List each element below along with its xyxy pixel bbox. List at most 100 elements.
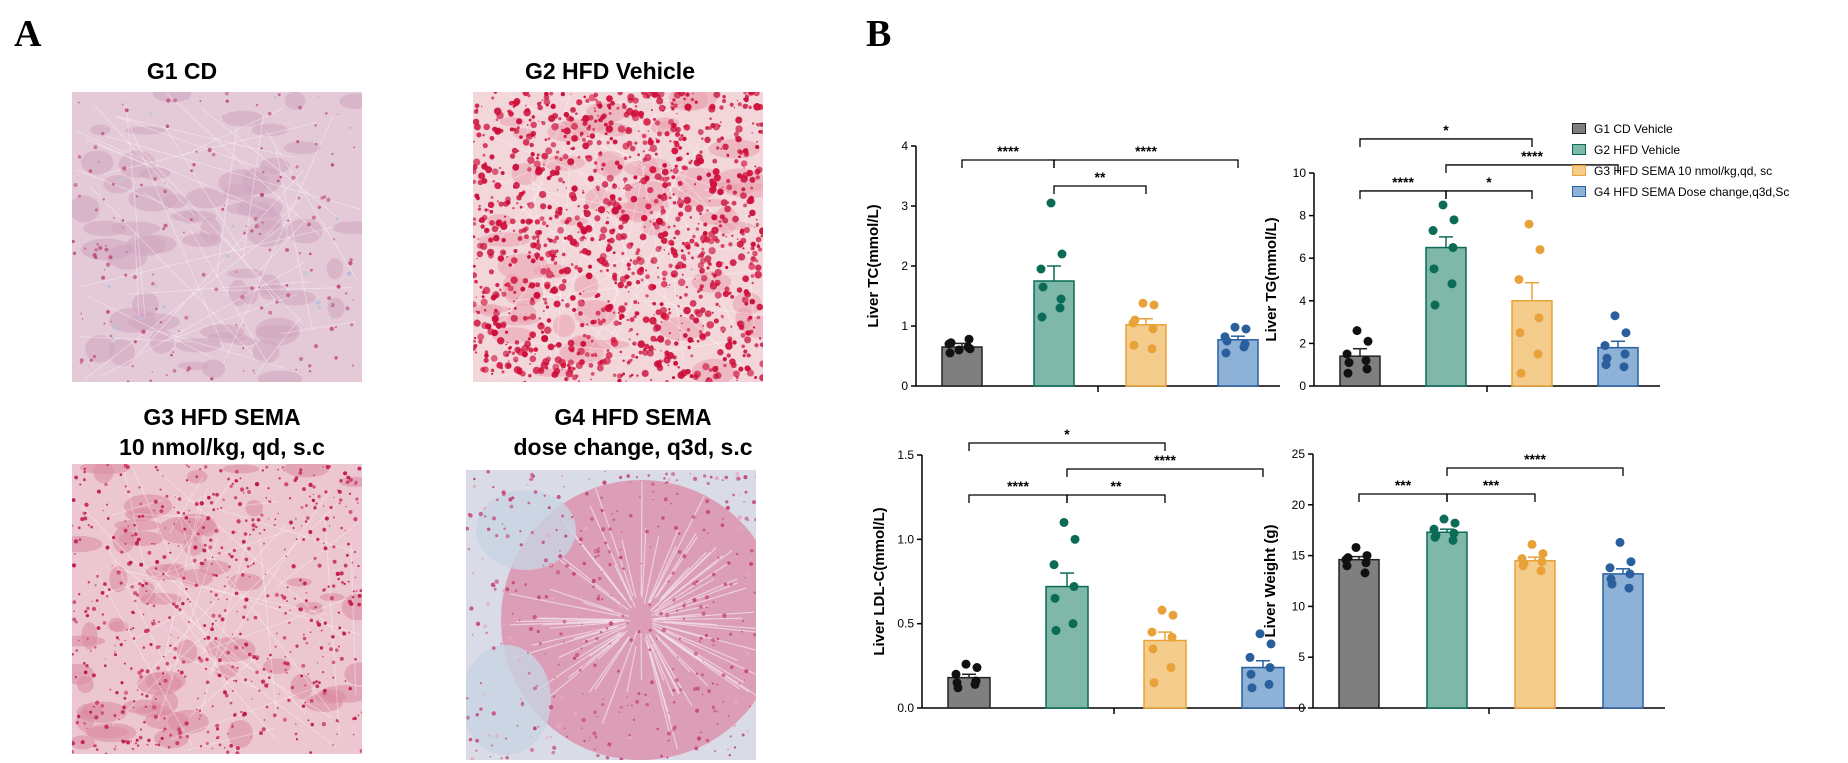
data-point: [1534, 313, 1544, 323]
histology-image-g1: [72, 92, 362, 382]
data-point: [1247, 683, 1257, 693]
data-point: [1264, 679, 1274, 689]
data-point: [1624, 583, 1634, 593]
significance-label: *: [1064, 426, 1070, 442]
legend-label-g3: G3 HFD SEMA 10 nmol/kg,qd, sc: [1594, 163, 1773, 178]
data-point: [1535, 245, 1545, 255]
data-point: [1621, 328, 1631, 338]
y-tick-label: 2: [1299, 336, 1306, 350]
data-point: [1038, 282, 1048, 292]
legend-item-g3: G3 HFD SEMA 10 nmol/kg,qd, sc: [1572, 160, 1789, 181]
data-point: [1361, 355, 1371, 365]
histology-texture: [473, 92, 763, 382]
panel-a-label: A: [14, 13, 42, 55]
significance-label: ****: [997, 143, 1019, 159]
y-axis-label: Liver Weight (g): [1262, 524, 1279, 637]
data-point: [1602, 353, 1612, 363]
y-tick-label: 2: [901, 259, 908, 273]
data-point: [1055, 303, 1065, 313]
data-point: [1430, 300, 1440, 310]
histology-title-g3-line1: G3 HFD SEMA: [143, 404, 301, 430]
y-tick-label: 1.0: [897, 532, 914, 546]
data-point: [1239, 342, 1249, 352]
significance-label: ****: [1392, 174, 1414, 190]
data-point: [1448, 243, 1458, 253]
significance-label: *: [1443, 122, 1449, 138]
chart-legend: G1 CD Vehicle G2 HFD Vehicle G3 HFD SEMA…: [1572, 118, 1789, 202]
y-axis-label: Liver LDL-C(mmol/L): [871, 507, 888, 655]
histology-title-g1: G1 CD: [62, 56, 302, 86]
data-point: [1068, 619, 1078, 629]
data-point: [1166, 663, 1176, 673]
data-point: [963, 342, 973, 352]
bar-2: [1045, 585, 1089, 709]
legend-swatch-g2: [1572, 144, 1586, 155]
data-point: [954, 345, 964, 355]
significance-label: ****: [1007, 478, 1029, 494]
histology-title-g4: G4 HFD SEMA dose change, q3d, s.c: [478, 402, 788, 462]
bar-3: [1514, 559, 1556, 709]
data-point: [1620, 349, 1630, 359]
histology-image-g4: [466, 470, 756, 760]
data-point: [1351, 542, 1361, 552]
significance-bracket: [1053, 159, 1239, 168]
y-tick-label: 4: [901, 139, 908, 153]
data-point: [1429, 264, 1439, 274]
legend-label-g4: G4 HFD SEMA Dose change,q3d,Sc: [1594, 184, 1790, 199]
data-point: [1147, 627, 1157, 637]
legend-item-g1: G1 CD Vehicle: [1572, 118, 1789, 139]
data-point: [1610, 311, 1620, 321]
significance-label: ***: [1395, 477, 1412, 493]
data-point: [1342, 561, 1352, 571]
data-point: [1245, 652, 1255, 662]
data-point: [1607, 579, 1617, 589]
data-point: [1362, 551, 1372, 561]
y-axis-label: Liver TC(mmol/L): [865, 204, 882, 327]
data-point: [1230, 322, 1240, 332]
significance-bracket: [1066, 468, 1264, 477]
histology-image-g2: [473, 92, 763, 382]
data-point: [1343, 368, 1353, 378]
legend-label-g2: G2 HFD Vehicle: [1594, 142, 1681, 157]
legend-swatch-g1: [1572, 123, 1586, 134]
data-point: [951, 669, 961, 679]
histology-title-g3: G3 HFD SEMA 10 nmol/kg, qd, s.c: [72, 402, 372, 462]
y-tick-label: 0.5: [897, 617, 914, 631]
data-point: [1148, 324, 1158, 334]
histology-title-g4-line1: G4 HFD SEMA: [554, 404, 712, 430]
y-tick-label: 5: [1298, 650, 1305, 664]
y-tick-label: 4: [1299, 294, 1306, 308]
data-point: [1533, 349, 1543, 359]
legend-swatch-g3: [1572, 165, 1586, 176]
data-point: [1037, 312, 1047, 322]
data-point: [1438, 200, 1448, 210]
data-point: [1524, 219, 1534, 229]
data-point: [1360, 568, 1370, 578]
data-point: [1431, 530, 1441, 540]
data-point: [1149, 300, 1159, 310]
y-tick-label: 1: [901, 319, 908, 333]
significance-bracket: [1359, 138, 1533, 147]
data-point: [1070, 534, 1080, 544]
significance-bracket: [1446, 467, 1624, 476]
histology-image-g3: [72, 464, 362, 754]
data-point: [1527, 539, 1537, 549]
histology-title-g4-line2: dose change, q3d, s.c: [513, 434, 753, 460]
legend-label-g1: G1 CD Vehicle: [1594, 121, 1673, 136]
data-point: [1428, 226, 1438, 236]
histology-title-g2: G2 HFD Vehicle: [470, 56, 750, 86]
data-point: [1352, 326, 1362, 336]
histology-title-g2-line1: G2 HFD Vehicle: [524, 58, 695, 84]
significance-label: ****: [1135, 143, 1157, 159]
data-point: [1138, 298, 1148, 308]
y-tick-label: 0: [1298, 701, 1305, 715]
significance-label: ****: [1521, 148, 1543, 164]
data-point: [1447, 279, 1457, 289]
bar-1: [1338, 558, 1380, 709]
bar-4: [1602, 573, 1644, 709]
significance-bracket: [968, 442, 1166, 451]
significance-bracket: [1359, 190, 1447, 199]
significance-label: **: [1111, 478, 1122, 494]
